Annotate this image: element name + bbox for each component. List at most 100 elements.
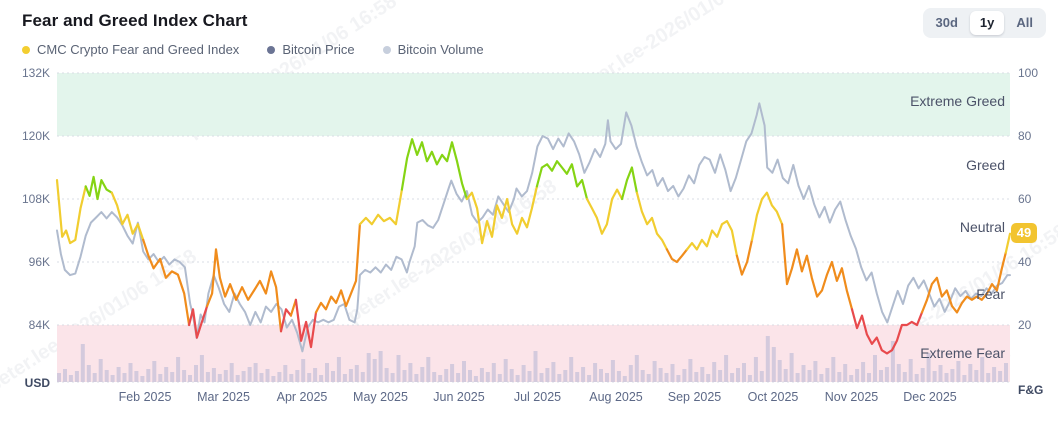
volume-bar xyxy=(146,369,151,382)
x-tick-jul: Jul 2025 xyxy=(513,390,562,404)
range-button-all[interactable]: All xyxy=(1006,11,1043,35)
fear-greed-line-segment xyxy=(84,175,113,201)
volume-bar xyxy=(545,368,550,382)
volume-bar xyxy=(342,374,347,382)
volume-bar xyxy=(628,365,633,382)
volume-bar xyxy=(956,361,961,382)
y-right-unit: F&G xyxy=(1018,383,1044,397)
volume-bar xyxy=(920,368,925,382)
y-right-tick: 80 xyxy=(1018,129,1032,143)
volume-bar xyxy=(110,375,115,382)
y-right-tick: 40 xyxy=(1018,255,1032,269)
volume-bar xyxy=(646,374,651,382)
volume-bar xyxy=(378,351,383,382)
volume-bar xyxy=(563,370,568,382)
volume-bar xyxy=(950,369,955,382)
volume-bar xyxy=(497,374,502,382)
x-tick-aug: Aug 2025 xyxy=(589,390,643,404)
volume-bar xyxy=(521,365,526,382)
volume-bar xyxy=(408,363,413,382)
legend-label: CMC Crypto Fear and Greed Index xyxy=(37,42,240,57)
volume-bar xyxy=(724,355,729,382)
fear-greed-line-segment xyxy=(400,138,468,201)
fear-greed-line-segment xyxy=(850,308,924,355)
legend-item-0[interactable]: CMC Crypto Fear and Greed Index xyxy=(22,42,239,57)
x-tick-jun: Jun 2025 xyxy=(433,390,485,404)
volume-bar xyxy=(247,367,252,382)
volume-bar xyxy=(664,373,669,382)
y-left-tick: 132K xyxy=(21,66,50,80)
volume-bar xyxy=(527,371,532,382)
volume-bar xyxy=(861,362,866,382)
volume-bar xyxy=(807,370,812,382)
volume-bar xyxy=(319,375,324,382)
fear-greed-line-segment xyxy=(110,191,145,241)
volume-bar xyxy=(259,373,264,382)
volume-bar xyxy=(241,371,246,382)
fear-greed-line-segment xyxy=(780,223,854,311)
fear-greed-line-segment xyxy=(1004,232,1012,254)
volume-bar xyxy=(384,368,389,382)
volume-bar xyxy=(152,361,157,382)
volume-bar xyxy=(884,367,889,382)
volume-bar xyxy=(867,373,871,382)
volume-bar xyxy=(468,370,472,382)
volume-bar xyxy=(170,372,175,382)
volume-bar xyxy=(188,375,192,382)
volume-bar xyxy=(825,368,830,382)
legend-dot-icon xyxy=(22,45,30,54)
volume-bar xyxy=(485,372,490,382)
fear-greed-line-segment xyxy=(665,248,689,264)
y-left-tick: 84K xyxy=(28,318,50,332)
volume-bar xyxy=(736,368,740,382)
volume-bar xyxy=(706,374,711,382)
volume-bar xyxy=(438,375,443,382)
volume-bar xyxy=(313,368,318,382)
volume-bar xyxy=(634,355,639,382)
y-left-tick: 96K xyxy=(28,255,50,269)
volume-bar xyxy=(414,374,419,382)
page-title: Fear and Greed Index Chart xyxy=(22,11,248,30)
x-tick-mar: Mar 2025 xyxy=(197,390,250,404)
volume-bar xyxy=(890,341,895,382)
volume-bar xyxy=(301,359,306,382)
legend-item-2[interactable]: Bitcoin Volume xyxy=(382,42,484,57)
volume-bar xyxy=(599,369,603,382)
volume-bar xyxy=(140,376,145,382)
volume-bar xyxy=(503,359,508,382)
volume-bar xyxy=(742,363,746,382)
volume-bar xyxy=(354,365,359,382)
volume-bar xyxy=(730,373,735,382)
volume-bar xyxy=(491,363,496,382)
volume-bar xyxy=(158,374,163,382)
volume-bar xyxy=(456,373,461,382)
x-tick-apr: Apr 2025 xyxy=(276,390,328,404)
legend-item-1[interactable]: Bitcoin Price xyxy=(267,42,355,57)
volume-bar xyxy=(777,360,782,382)
volume-bar xyxy=(235,375,240,382)
volume-bar xyxy=(658,368,663,382)
fear-greed-line-segment xyxy=(535,160,589,201)
volume-bar xyxy=(420,367,425,382)
fear-greed-line-segment xyxy=(289,298,297,317)
volume-bar xyxy=(747,375,752,382)
zone-label-greed: Greed xyxy=(966,157,1005,173)
volume-bar xyxy=(390,373,395,382)
volume-bar xyxy=(277,372,282,382)
volume-bar xyxy=(676,375,681,382)
volume-bar xyxy=(605,373,609,382)
volume-bar xyxy=(980,357,985,382)
range-button-1y[interactable]: 1y xyxy=(969,11,1005,35)
volume-bar xyxy=(616,371,621,382)
x-tick-feb: Feb 2025 xyxy=(118,390,172,404)
fear-greed-line-segment xyxy=(635,191,669,251)
range-button-30d[interactable]: 30d xyxy=(926,11,968,35)
volume-bar xyxy=(753,357,758,382)
volume-bar xyxy=(57,373,61,382)
volume-bar xyxy=(551,362,556,382)
volume-bar xyxy=(771,347,776,382)
volume-bar xyxy=(122,373,127,382)
plot-area[interactable] xyxy=(57,73,1010,382)
volume-bar xyxy=(932,371,937,382)
volume-bar xyxy=(432,372,437,382)
